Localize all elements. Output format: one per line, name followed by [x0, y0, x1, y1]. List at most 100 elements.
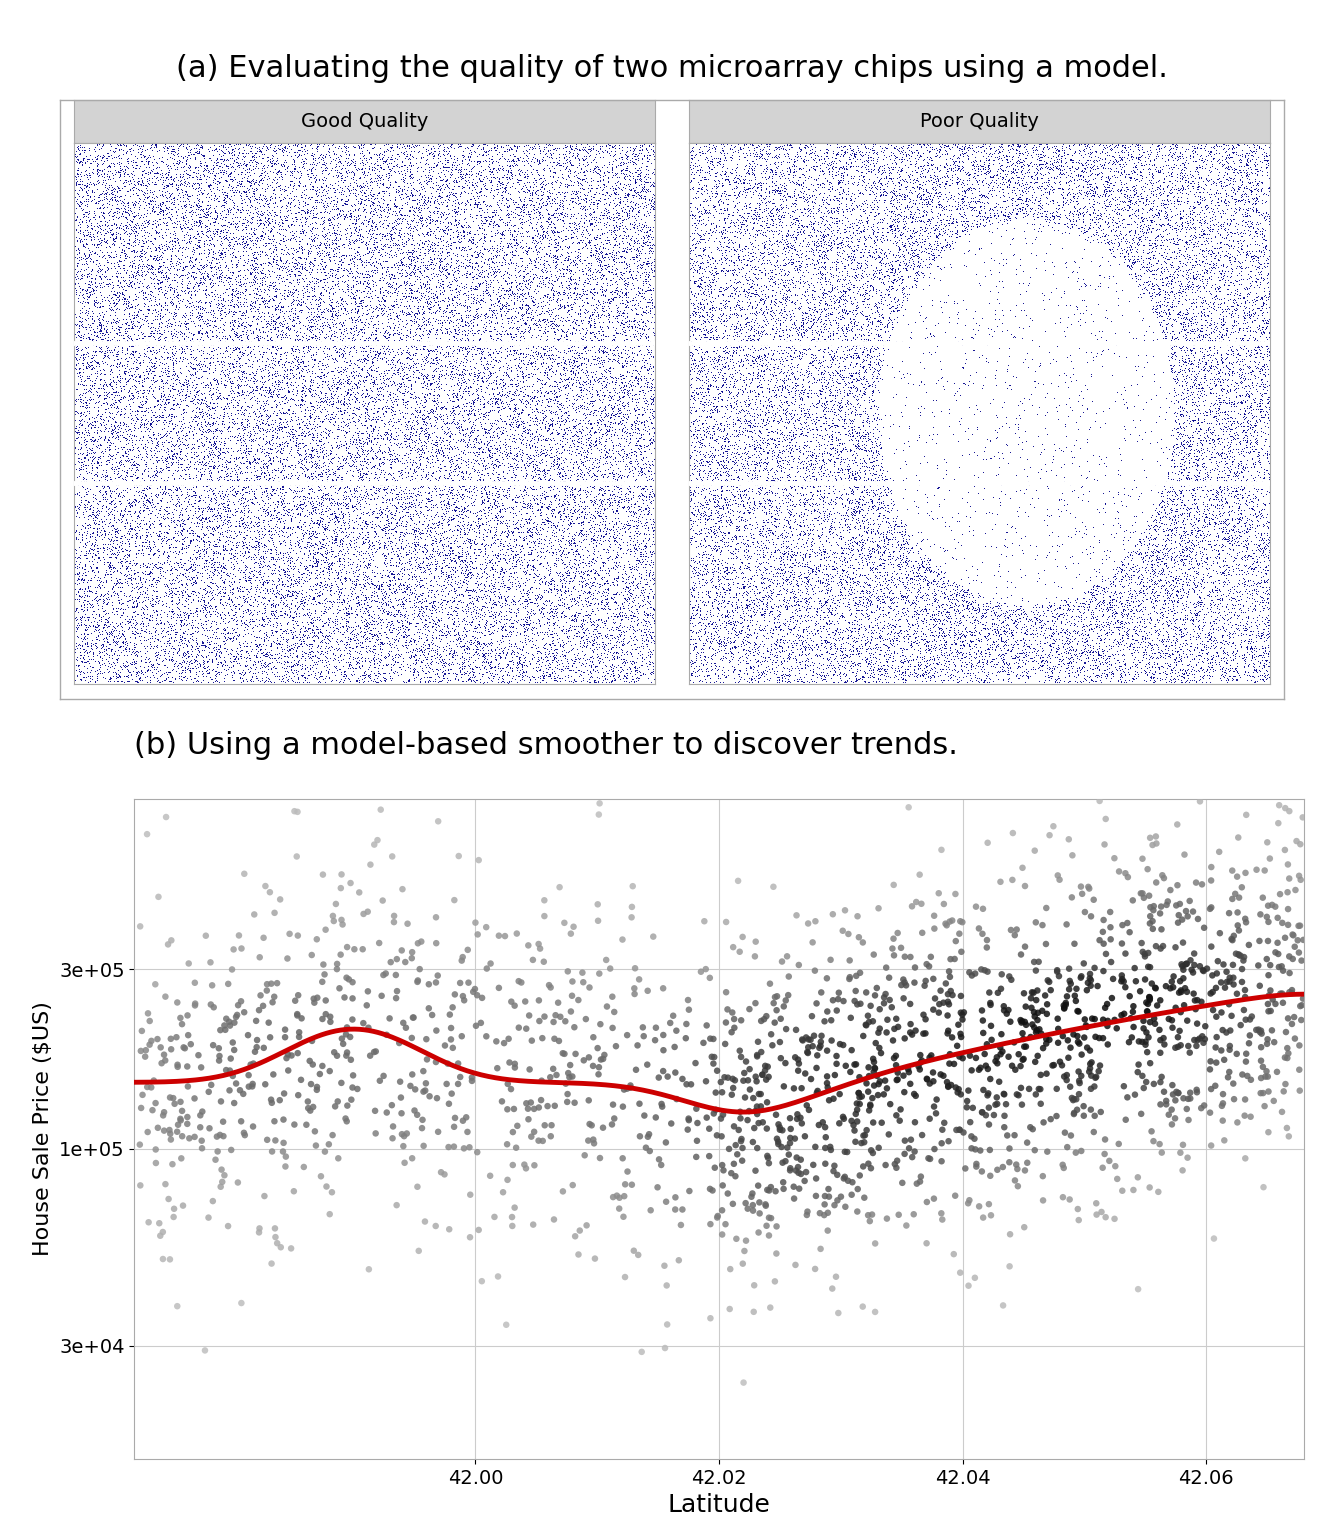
Point: [324, 1040, 345, 1064]
Point: [409, 1238, 430, 1263]
Point: [746, 1135, 767, 1160]
Point: [900, 1012, 922, 1037]
Point: [879, 988, 900, 1012]
Point: [827, 998, 848, 1023]
Point: [1199, 1100, 1220, 1124]
Point: [1206, 1051, 1227, 1075]
Point: [741, 1184, 762, 1209]
Point: [1273, 991, 1294, 1015]
Point: [289, 1020, 310, 1044]
Point: [293, 1155, 314, 1180]
Point: [906, 1172, 927, 1197]
Point: [1032, 912, 1054, 937]
Point: [309, 1061, 331, 1086]
Point: [814, 1152, 836, 1177]
Point: [828, 980, 849, 1005]
Point: [938, 992, 960, 1017]
Point: [839, 965, 860, 989]
Point: [368, 931, 390, 955]
Point: [427, 963, 449, 988]
Point: [973, 1078, 995, 1103]
Point: [750, 1094, 771, 1118]
Point: [254, 1184, 276, 1209]
Point: [1164, 1106, 1185, 1130]
Point: [167, 1120, 188, 1144]
Point: [754, 1054, 775, 1078]
Point: [921, 945, 942, 969]
Point: [444, 1134, 465, 1158]
Point: [550, 1005, 571, 1029]
Point: [847, 1177, 868, 1201]
Point: [1062, 1087, 1083, 1112]
Point: [332, 1032, 353, 1057]
Point: [163, 1086, 184, 1111]
Point: [519, 1003, 540, 1028]
Point: [946, 1034, 968, 1058]
Point: [862, 1141, 883, 1166]
Point: [911, 1123, 933, 1147]
Point: [766, 985, 788, 1009]
Point: [773, 1170, 794, 1195]
Point: [1023, 949, 1044, 974]
Point: [327, 1043, 348, 1068]
Point: [1103, 846, 1125, 871]
Point: [1149, 1018, 1171, 1043]
Point: [905, 1018, 926, 1043]
Point: [575, 1006, 597, 1031]
Point: [1146, 994, 1168, 1018]
Point: [540, 1114, 562, 1138]
Point: [497, 1026, 519, 1051]
Point: [409, 957, 430, 982]
Point: [1193, 1094, 1215, 1118]
Point: [534, 949, 555, 974]
Point: [1274, 926, 1296, 951]
Point: [1025, 988, 1047, 1012]
Point: [876, 1206, 898, 1230]
Point: [882, 995, 903, 1020]
Point: [1031, 998, 1052, 1023]
Point: [792, 1111, 813, 1135]
Point: [914, 974, 935, 998]
Point: [157, 1187, 179, 1212]
Point: [1206, 1025, 1227, 1049]
Point: [730, 1106, 751, 1130]
Point: [738, 1098, 759, 1123]
Point: [952, 1046, 973, 1071]
Point: [1097, 1014, 1118, 1038]
Point: [521, 1028, 543, 1052]
Point: [386, 986, 407, 1011]
Point: [407, 931, 429, 955]
Point: [1032, 1189, 1054, 1213]
Point: [534, 1005, 555, 1029]
Point: [1270, 982, 1292, 1006]
Point: [672, 1197, 694, 1221]
Point: [1185, 1077, 1207, 1101]
Point: [780, 1126, 801, 1150]
Point: [564, 1091, 586, 1115]
Point: [480, 1163, 501, 1187]
Point: [1063, 1101, 1085, 1126]
Point: [1140, 911, 1161, 935]
Point: [1257, 1032, 1278, 1057]
Point: [863, 1046, 884, 1071]
Point: [1246, 1018, 1267, 1043]
Point: [824, 1193, 845, 1218]
Point: [344, 937, 366, 962]
Point: [300, 1072, 321, 1097]
Point: [1149, 988, 1171, 1012]
Point: [1288, 914, 1309, 938]
Point: [302, 1095, 324, 1120]
Point: [458, 971, 480, 995]
Point: [438, 1092, 460, 1117]
Point: [1035, 983, 1056, 1008]
Point: [559, 1064, 581, 1089]
Point: [219, 1078, 241, 1103]
Point: [1172, 957, 1193, 982]
Point: [621, 905, 642, 929]
Point: [1000, 1009, 1021, 1034]
Point: [160, 1086, 181, 1111]
Point: [922, 997, 943, 1021]
Point: [1142, 894, 1164, 919]
Point: [965, 1154, 986, 1178]
Point: [1055, 991, 1077, 1015]
